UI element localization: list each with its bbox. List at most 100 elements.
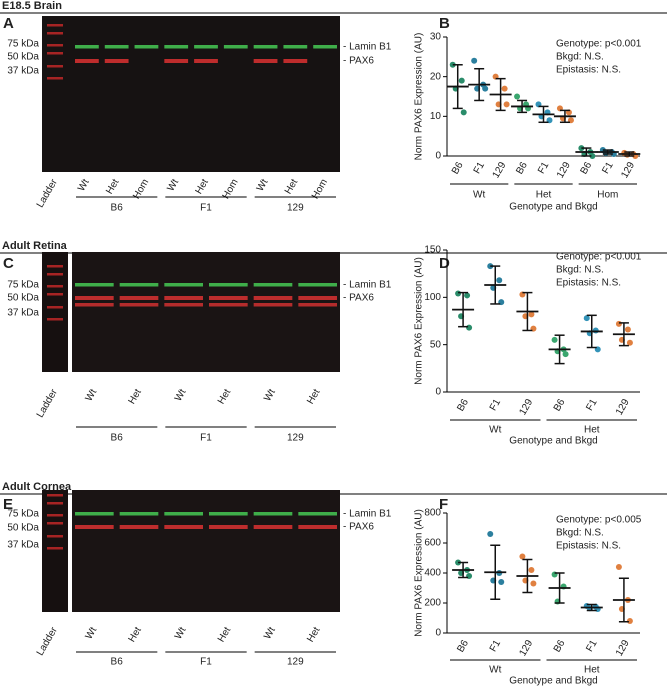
data-point	[530, 580, 537, 587]
pax6-band	[194, 59, 218, 63]
pax6-band	[119, 296, 159, 300]
group-label: F1	[200, 657, 212, 668]
group-label: Het	[584, 665, 600, 676]
lane-label: Het	[216, 625, 233, 644]
y-tick-label: 0	[435, 151, 441, 162]
ladder-band	[47, 318, 63, 321]
section-header: Adult Cornea	[2, 481, 72, 493]
lane-label: Wt	[76, 177, 92, 193]
data-point	[583, 315, 590, 322]
y-tick-label: 150	[424, 245, 441, 256]
data-point	[626, 339, 633, 346]
x-tick-label: 129	[619, 160, 637, 180]
group-label: 129	[287, 657, 304, 668]
ladder-band	[47, 535, 63, 538]
lane-label: Het	[127, 625, 144, 644]
ladder-band	[47, 502, 63, 505]
x-tick-label: B6	[455, 397, 471, 413]
data-point	[458, 77, 465, 84]
pax6-band	[164, 296, 203, 300]
lamin-band	[75, 512, 114, 516]
lamin-band	[253, 283, 293, 287]
pax6-band	[209, 525, 248, 529]
annotation: Genotype: p<0.001	[556, 252, 642, 263]
y-tick-label: 0	[435, 628, 441, 639]
pax6-band	[164, 525, 203, 529]
annotation: Bkgd: N.S.	[556, 528, 604, 539]
data-point	[592, 327, 599, 334]
data-point	[624, 326, 631, 333]
data-point	[503, 101, 510, 108]
group-label: B6	[111, 203, 124, 214]
group-label: Het	[584, 425, 600, 436]
ladder-label: 75 kDa	[7, 280, 39, 291]
lane-label: Het	[104, 177, 121, 196]
data-point	[551, 336, 558, 343]
lamin-band	[298, 512, 337, 516]
x-tick-label: F1	[600, 160, 616, 176]
ladder-band	[47, 285, 63, 288]
group-label: 129	[287, 433, 304, 444]
annotation: Bkgd: N.S.	[556, 52, 604, 63]
ladder-band	[47, 494, 63, 497]
panel-letter: B	[439, 15, 450, 32]
lamin-band	[119, 512, 159, 516]
y-tick-label: 30	[430, 32, 442, 43]
data-point	[496, 277, 503, 284]
group-label: B6	[111, 433, 124, 444]
lane-label: Hom	[221, 177, 241, 201]
pax6-band	[253, 59, 278, 63]
ladder-band	[47, 24, 63, 27]
lamin-band	[119, 283, 159, 287]
blot	[42, 16, 340, 172]
y-axis-label: Norm PAX6 Expression (AU)	[414, 33, 425, 161]
x-tick-label: F1	[488, 397, 504, 413]
y-tick-label: 200	[424, 598, 441, 609]
group-label: Wt	[489, 665, 501, 676]
band-label: - Lamin B1	[343, 280, 392, 291]
band-label: - PAX6	[343, 56, 374, 67]
lane-label: Wt	[173, 625, 189, 641]
pax6-band	[209, 296, 248, 300]
group-label: F1	[200, 433, 212, 444]
data-point	[528, 567, 535, 573]
ladder-lane-label: Ladder	[35, 625, 60, 658]
y-tick-label: 400	[424, 568, 441, 579]
ladder-label: 75 kDa	[7, 509, 39, 520]
section-header: Adult Retina	[2, 240, 68, 252]
lamin-band	[75, 45, 99, 49]
ladder-label: 37 kDa	[7, 540, 39, 551]
pax6-band	[298, 296, 337, 300]
blot	[72, 490, 340, 612]
lamin-band	[164, 45, 189, 49]
x-tick-label: B6	[579, 160, 595, 176]
annotation: Epistasis: N.S.	[556, 65, 621, 76]
lane-label: Wt	[84, 387, 100, 403]
pax6-band	[75, 59, 99, 63]
lamin-band	[134, 45, 159, 49]
x-tick-label: F1	[472, 160, 488, 176]
ladder-band	[47, 306, 63, 309]
data-point	[589, 153, 596, 159]
x-axis-label: Genotype and Bkgd	[509, 436, 597, 447]
data-point	[498, 579, 505, 585]
pax6-band	[119, 303, 159, 307]
data-point	[615, 564, 622, 570]
band-label: - PAX6	[343, 293, 374, 304]
lane-label: Wt	[262, 625, 278, 641]
ladder-band	[47, 514, 63, 517]
pax6-band	[253, 303, 293, 307]
group-label: Hom	[597, 190, 618, 201]
blot	[72, 252, 340, 372]
ladder-band	[47, 65, 63, 68]
pax6-band	[164, 303, 203, 307]
ladder-band	[47, 44, 63, 47]
band-label: - Lamin B1	[343, 509, 392, 520]
data-point	[514, 93, 521, 100]
band-label: - PAX6	[343, 522, 374, 533]
x-tick-label: F1	[536, 160, 552, 176]
x-tick-label: 129	[555, 160, 573, 180]
y-axis-label: Norm PAX6 Expression (AU)	[414, 257, 425, 385]
data-point	[471, 57, 478, 64]
